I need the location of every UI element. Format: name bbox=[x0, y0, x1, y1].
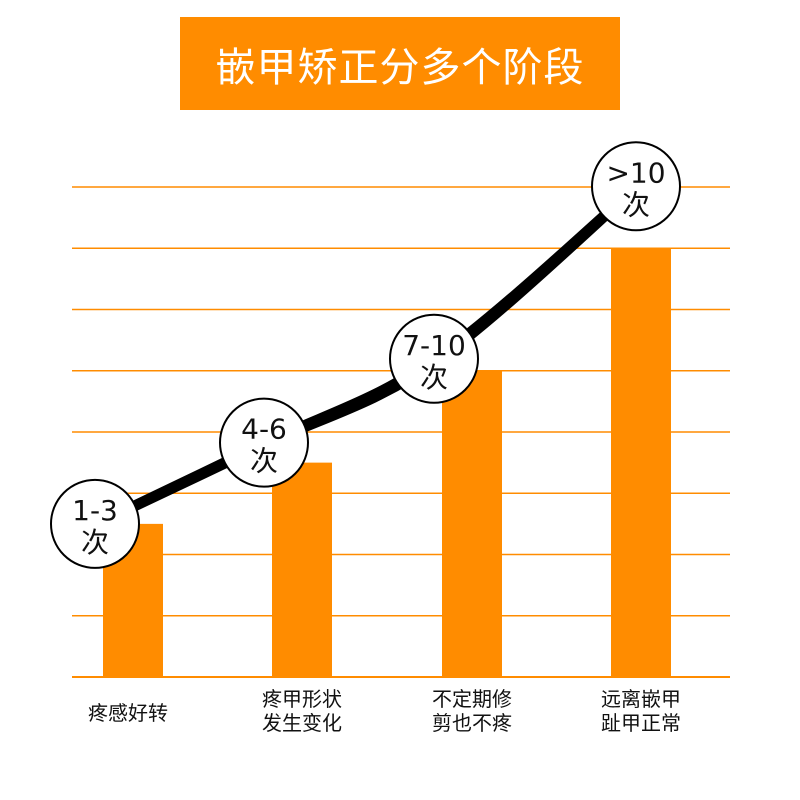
bar-4 bbox=[611, 248, 671, 677]
category-label: 发生变化 bbox=[262, 711, 342, 735]
category-label: 剪也不疼 bbox=[432, 711, 512, 735]
trend-curve-layer bbox=[90, 181, 641, 531]
bubble-circle bbox=[591, 141, 681, 232]
annotation-bubble-2: 4-6次 bbox=[219, 397, 309, 488]
bar-3 bbox=[442, 370, 502, 677]
trend-curve-shade bbox=[91, 186, 640, 531]
bar-2 bbox=[272, 462, 332, 677]
title-banner: 嵌甲矫正分多个阶段 bbox=[180, 17, 620, 110]
category-label: 趾甲正常 bbox=[601, 711, 681, 735]
bubble-circle bbox=[50, 478, 140, 569]
category-label: 不定期修 bbox=[432, 687, 512, 711]
bubble-circle bbox=[389, 313, 479, 404]
bubble-count-label: 1-3 bbox=[72, 494, 118, 527]
bubble-count-label: 7-10 bbox=[402, 329, 466, 362]
bubble-unit-label: 次 bbox=[81, 526, 109, 559]
bubble-circle bbox=[219, 397, 309, 488]
category-label: 疼感好转 bbox=[88, 701, 168, 725]
bubble-unit-label: 次 bbox=[420, 361, 448, 394]
chart-title: 嵌甲矫正分多个阶段 bbox=[215, 44, 585, 91]
annotation-bubble-3: 7-10次 bbox=[389, 313, 479, 404]
category-label: 疼甲形状 bbox=[262, 687, 342, 711]
category-label: 远离嵌甲 bbox=[601, 687, 681, 711]
bubble-unit-label: 次 bbox=[622, 188, 650, 221]
annotation-layer: 1-3次4-6次7-10次>10次 bbox=[50, 141, 681, 569]
bubble-unit-label: 次 bbox=[250, 445, 278, 478]
trend-curve bbox=[90, 181, 641, 529]
bubble-count-label: 4-6 bbox=[241, 413, 287, 446]
bar-layer bbox=[103, 248, 671, 677]
annotation-bubble-1: 1-3次 bbox=[50, 478, 140, 569]
annotation-bubble-4: >10次 bbox=[591, 141, 681, 232]
bubble-count-label: >10 bbox=[606, 156, 665, 189]
